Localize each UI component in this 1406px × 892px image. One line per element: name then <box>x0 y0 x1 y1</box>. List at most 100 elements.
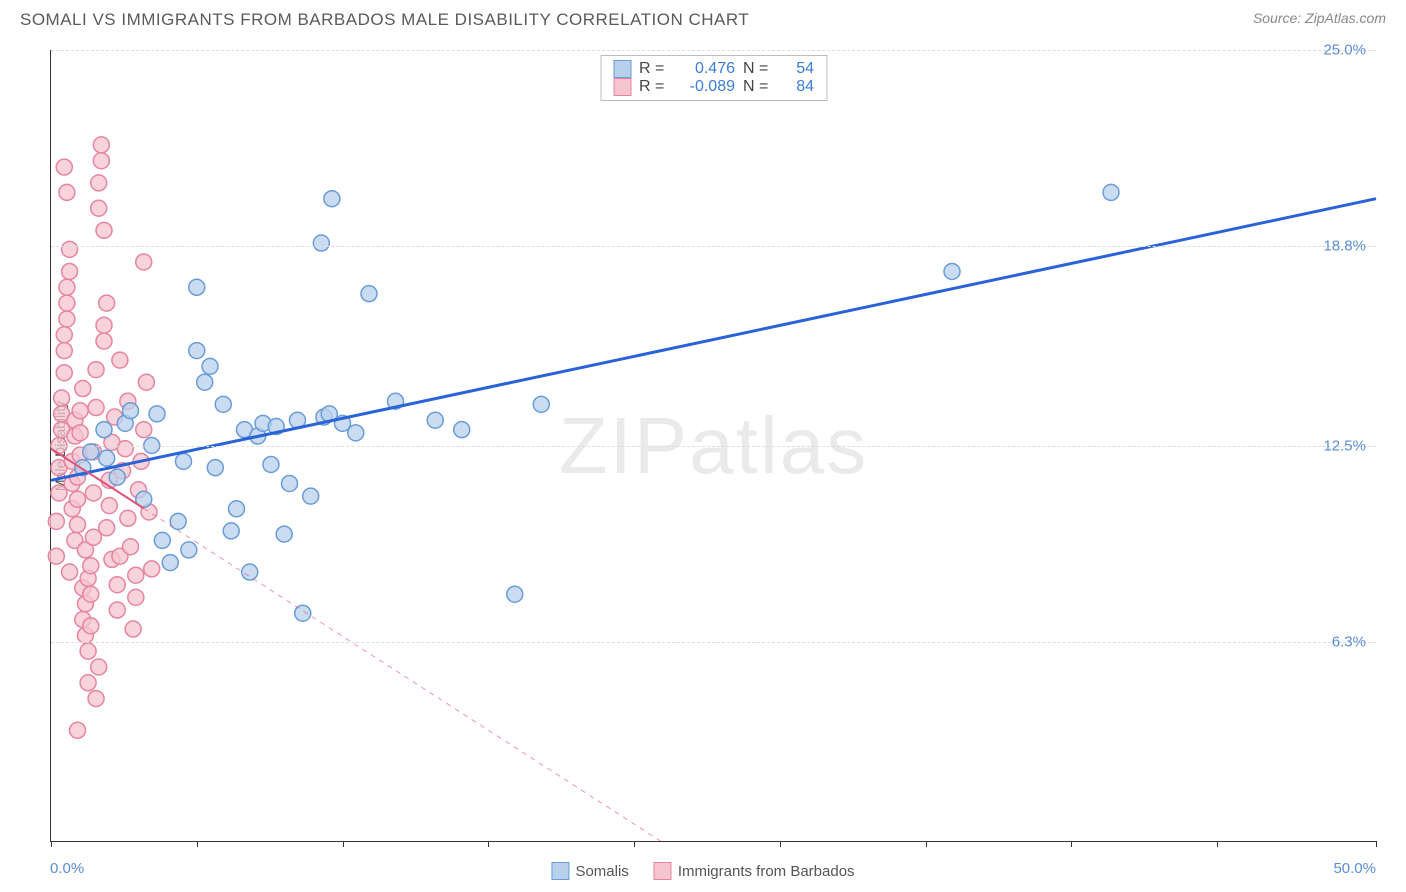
legend-swatch <box>613 60 631 78</box>
data-point <box>70 517 86 533</box>
data-point <box>96 222 112 238</box>
data-point <box>93 153 109 169</box>
data-point <box>229 501 245 517</box>
data-point <box>282 475 298 491</box>
data-point <box>533 396 549 412</box>
data-point <box>276 526 292 542</box>
data-point <box>99 450 115 466</box>
x-tick-mark <box>51 841 52 847</box>
r-label: R = <box>639 78 667 96</box>
data-point <box>59 279 75 295</box>
data-point <box>91 175 107 191</box>
data-point <box>117 441 133 457</box>
data-point <box>207 460 223 476</box>
data-point <box>83 586 99 602</box>
gridline <box>51 446 1376 447</box>
chart-plot-area: ZIPatlas R = 0.476 N = 54 R = -0.089 N =… <box>50 50 1376 842</box>
chart-title: SOMALI VS IMMIGRANTS FROM BARBADOS MALE … <box>20 10 749 30</box>
bottom-legend: Somalis Immigrants from Barbados <box>551 862 854 880</box>
data-point <box>70 722 86 738</box>
data-point <box>59 184 75 200</box>
x-tick-mark <box>926 841 927 847</box>
data-point <box>109 577 125 593</box>
data-point <box>427 412 443 428</box>
data-point <box>56 327 72 343</box>
x-tick-mark <box>1376 841 1377 847</box>
stats-row: R = -0.089 N = 84 <box>613 78 814 96</box>
data-point <box>101 498 117 514</box>
x-tick-mark <box>780 841 781 847</box>
data-point <box>56 365 72 381</box>
data-point <box>54 390 70 406</box>
regression-line-dashed <box>144 508 661 841</box>
x-tick-mark <box>343 841 344 847</box>
data-point <box>507 586 523 602</box>
data-point <box>154 532 170 548</box>
data-point <box>263 456 279 472</box>
legend-swatch <box>654 862 672 880</box>
data-point <box>62 263 78 279</box>
data-point <box>80 675 96 691</box>
data-point <box>313 235 329 251</box>
r-value: 0.476 <box>675 60 735 78</box>
data-point <box>348 425 364 441</box>
data-point <box>59 295 75 311</box>
source-label: Source: ZipAtlas.com <box>1253 10 1386 30</box>
legend-item: Immigrants from Barbados <box>654 862 855 880</box>
data-point <box>1103 184 1119 200</box>
data-point <box>80 643 96 659</box>
data-point <box>303 488 319 504</box>
regression-line <box>51 199 1376 481</box>
data-point <box>48 513 64 529</box>
data-point <box>324 191 340 207</box>
data-point <box>93 137 109 153</box>
data-point <box>128 567 144 583</box>
data-point <box>128 589 144 605</box>
data-point <box>197 374 213 390</box>
n-label: N = <box>743 78 771 96</box>
n-value: 84 <box>779 78 814 96</box>
data-point <box>56 159 72 175</box>
r-value: -0.089 <box>675 78 735 96</box>
x-tick-mark <box>488 841 489 847</box>
data-point <box>176 453 192 469</box>
gridline <box>51 642 1376 643</box>
data-point <box>72 403 88 419</box>
data-point <box>144 561 160 577</box>
data-point <box>136 254 152 270</box>
data-point <box>96 317 112 333</box>
data-point <box>123 539 139 555</box>
stats-legend-box: R = 0.476 N = 54 R = -0.089 N = 84 <box>600 55 827 101</box>
data-point <box>88 691 104 707</box>
data-point <box>99 295 115 311</box>
data-point <box>223 523 239 539</box>
x-axis-max-label: 50.0% <box>1333 860 1376 877</box>
data-point <box>112 352 128 368</box>
data-point <box>189 279 205 295</box>
data-point <box>162 555 178 571</box>
data-point <box>70 491 86 507</box>
legend-swatch <box>613 78 631 96</box>
y-tick-label: 25.0% <box>1323 42 1366 59</box>
x-tick-mark <box>197 841 198 847</box>
data-point <box>136 422 152 438</box>
gridline <box>51 246 1376 247</box>
data-point <box>59 311 75 327</box>
data-point <box>242 564 258 580</box>
data-point <box>109 469 125 485</box>
legend-swatch <box>551 862 569 880</box>
stats-row: R = 0.476 N = 54 <box>613 60 814 78</box>
y-tick-label: 18.8% <box>1323 238 1366 255</box>
data-point <box>96 333 112 349</box>
header: SOMALI VS IMMIGRANTS FROM BARBADOS MALE … <box>0 0 1406 35</box>
legend-label: Immigrants from Barbados <box>678 863 855 880</box>
data-point <box>944 263 960 279</box>
data-point <box>56 343 72 359</box>
data-point <box>48 548 64 564</box>
x-tick-mark <box>1217 841 1218 847</box>
n-label: N = <box>743 60 771 78</box>
legend-label: Somalis <box>575 863 628 880</box>
data-point <box>454 422 470 438</box>
y-tick-label: 6.3% <box>1332 633 1366 650</box>
data-point <box>88 400 104 416</box>
